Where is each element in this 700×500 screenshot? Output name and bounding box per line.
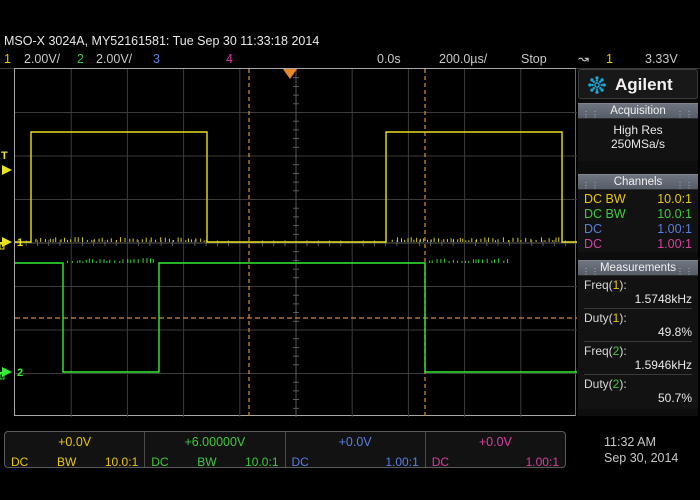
svg-text:T: T bbox=[1, 150, 8, 162]
svg-text:1: 1 bbox=[17, 237, 23, 249]
svg-text:2: 2 bbox=[17, 367, 23, 379]
